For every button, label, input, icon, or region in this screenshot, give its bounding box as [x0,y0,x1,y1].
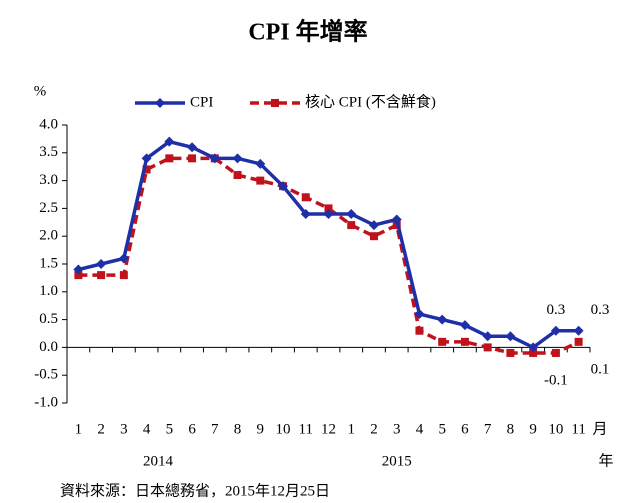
point [482,331,493,342]
point [233,171,242,180]
point [323,208,334,219]
y-tick-label: 4.0 [39,116,58,132]
value-label: -0.1 [544,372,568,388]
x-tick-label: 11 [571,421,585,437]
x-unit: 月 [592,421,607,437]
point [505,331,516,342]
x-tick-label: 10 [548,421,563,437]
point [255,158,266,169]
x-tick-label: 8 [507,421,515,437]
point [73,264,84,275]
point [118,253,129,264]
legend-label: 核心 CPI (不含鮮食) [305,93,436,110]
year-label: 2015 [382,453,412,469]
point [573,325,584,336]
point [256,176,265,185]
y-tick-label: -0.5 [34,367,58,383]
point [300,208,311,219]
x-tick-label: 4 [143,421,151,437]
x-tick-label: 9 [529,421,537,437]
point [550,325,561,336]
value-label: 0.3 [591,302,610,318]
y-tick-label: 2.5 [39,200,58,216]
x-tick-label: 3 [393,421,401,437]
x-tick-label: 2 [97,421,105,437]
point [483,343,492,352]
point [301,193,310,202]
y-tick-label: -1.0 [34,394,58,410]
y-tick-label: 1.5 [39,255,58,271]
x-tick-label: 1 [347,421,355,437]
point [96,259,107,269]
chart-title: CPI 年增率 [248,18,367,46]
point [119,271,128,280]
point [506,348,515,357]
x-tick-label: 6 [188,421,196,437]
source: 資料來源：日本總務省，2015年12月25日 [60,481,330,499]
x-tick-label: 5 [166,421,174,437]
point [414,309,425,320]
point [415,326,424,335]
x-tick-label: 10 [276,421,291,437]
point [368,220,379,231]
point [324,204,333,213]
year-unit: 年 [598,452,613,469]
x-tick-label: 5 [438,421,446,437]
x-tick-label: 12 [321,421,336,437]
x-tick-label: 1 [75,421,83,437]
point [74,271,83,280]
x-tick-label: 9 [257,421,265,437]
point [460,337,469,346]
point [188,154,197,163]
point [459,320,470,331]
point [187,142,198,153]
y-axis-label: % [34,83,47,99]
x-tick-label: 4 [416,421,424,437]
x-tick-label: 6 [461,421,469,437]
x-tick-label: 7 [211,421,219,437]
y-tick-label: 2.0 [39,228,58,244]
legend-label: CPI [190,94,213,110]
x-tick-label: 2 [370,421,378,437]
point [438,337,447,346]
y-tick-label: 0.5 [39,311,58,327]
point [141,153,152,164]
year-label: 2014 [143,453,174,469]
legend-marker [271,99,279,107]
point [574,337,583,346]
y-tick-label: 3.5 [39,144,58,160]
value-label: 0.3 [547,302,566,318]
point [347,221,356,230]
point [164,136,175,147]
x-tick-label: 8 [234,421,242,437]
x-tick-label: 11 [299,421,313,437]
x-tick-label: 3 [120,421,128,437]
point [551,348,560,357]
y-tick-label: 0.0 [39,339,58,355]
y-tick-label: 3.0 [39,172,58,188]
point [278,181,289,192]
point [529,348,538,357]
point [391,214,402,225]
point [232,153,243,164]
point [346,208,357,219]
point [437,314,448,325]
series-line [77,139,579,350]
point [97,271,106,280]
value-label: 0.1 [591,361,610,377]
legend-marker [155,98,165,108]
point [165,154,174,163]
point [528,342,539,353]
y-tick-label: 1.0 [39,283,58,299]
point [142,165,151,174]
point [209,153,220,164]
point [369,232,378,241]
series-line [78,156,580,355]
x-tick-label: 7 [484,421,492,437]
